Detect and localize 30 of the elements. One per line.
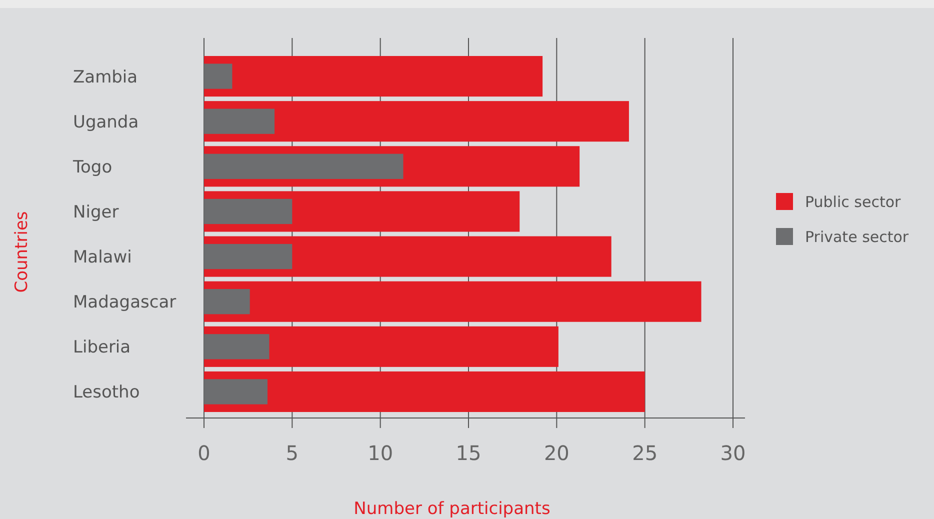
x-tick-label: 15 <box>456 441 482 465</box>
bar <box>204 371 645 412</box>
y-tick-label: Malawi <box>73 248 132 268</box>
bar <box>204 198 292 224</box>
legend-label: Public sector <box>805 193 902 211</box>
bar <box>204 379 268 404</box>
x-axis-title: Number of participants <box>354 499 550 519</box>
y-tick-label: Madagascar <box>73 292 176 313</box>
bar <box>204 108 275 134</box>
x-tick-label: 10 <box>368 441 394 465</box>
legend-label: Private sector <box>805 228 910 246</box>
bar <box>204 244 292 270</box>
x-tick-label: 20 <box>544 441 570 465</box>
bar <box>204 281 702 322</box>
y-tick-label: Togo <box>72 157 112 178</box>
x-tick-label: 25 <box>632 441 658 465</box>
y-tick-label: Lesotho <box>73 382 140 403</box>
x-tick-label: 0 <box>198 441 210 465</box>
y-axis-title: Countries <box>12 211 32 293</box>
y-tick-label: Liberia <box>73 338 131 358</box>
y-tick-label: Zambia <box>73 67 138 88</box>
x-tick-label: 5 <box>286 441 299 465</box>
bar <box>204 289 250 314</box>
y-tick-label: Niger <box>73 202 119 222</box>
y-tick-label: Uganda <box>73 112 139 132</box>
bar <box>204 56 543 97</box>
bar <box>204 64 232 89</box>
x-tick-label: 30 <box>720 441 746 465</box>
bar <box>204 154 404 179</box>
bar <box>204 334 270 360</box>
